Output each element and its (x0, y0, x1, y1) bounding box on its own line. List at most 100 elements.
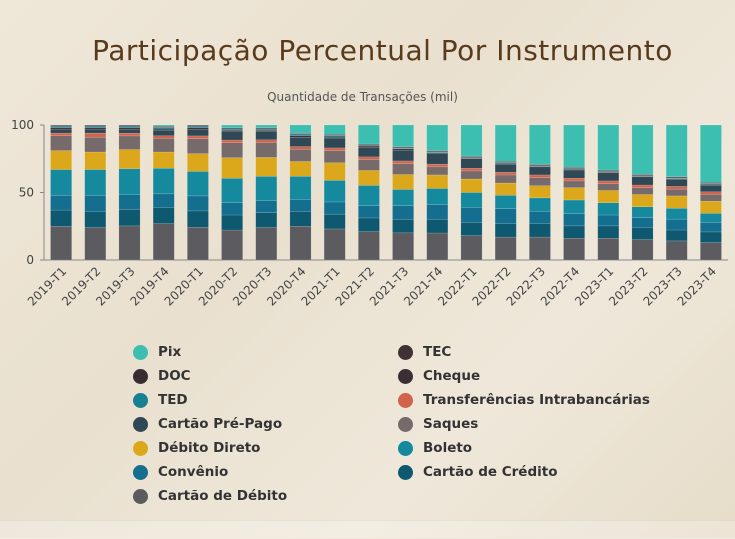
bar-segment (118, 124, 141, 126)
bar-segment (289, 134, 312, 136)
bar-segment (631, 194, 654, 208)
bar-segment (426, 163, 449, 168)
bar-segment (392, 160, 414, 164)
bar-segment (50, 124, 72, 126)
bar-segment (289, 199, 312, 212)
bar-segment (118, 128, 141, 134)
bar-segment (358, 156, 380, 160)
bar-segment (289, 146, 312, 150)
bar-segment (597, 214, 620, 227)
bar-segment (50, 194, 72, 211)
bar-segment (50, 126, 72, 128)
bar-segment (494, 174, 517, 184)
bar-segment (323, 228, 346, 261)
bar-segment (597, 172, 620, 182)
bar-segment (84, 136, 107, 153)
bar-segment (563, 237, 585, 261)
bar-segment (255, 142, 278, 158)
bar-segment (255, 124, 278, 128)
bar-segment (84, 128, 107, 134)
bar-segment (84, 169, 107, 196)
bar-segment (289, 176, 312, 200)
bar-segment (392, 205, 414, 220)
bar-segment (221, 142, 243, 158)
bar-segment (631, 184, 654, 188)
bar-segment (118, 127, 141, 130)
bar-segment (358, 231, 380, 261)
bar-segment (221, 124, 243, 128)
y-tick-label: 0 (26, 253, 34, 267)
bar-segment (426, 124, 449, 151)
bar-segment (289, 135, 312, 138)
bar-segment (187, 171, 209, 197)
bar-segment (118, 135, 141, 150)
bar-segment (289, 136, 312, 147)
bar-segment (563, 180, 585, 188)
bar-segment (426, 204, 449, 220)
bar-segment (460, 167, 483, 172)
bar-segment (426, 174, 449, 189)
bar-segment (700, 184, 722, 193)
bar-segment (631, 206, 654, 218)
bar-segment (187, 124, 209, 126)
bar-segment (50, 209, 72, 227)
bar-segment (426, 153, 449, 165)
bar-segment (597, 190, 620, 203)
bar-segment (255, 128, 278, 130)
bar-segment (597, 124, 620, 171)
chart-title: Participação Percentual Por Instrumento (92, 34, 673, 67)
bar-segment (152, 193, 175, 208)
bar-segment (665, 186, 688, 190)
bar-segment (289, 226, 312, 261)
bar-segment (221, 139, 243, 143)
bar-segment (118, 126, 141, 128)
bar-segment (392, 147, 414, 149)
bar-segment (323, 147, 346, 151)
bar-segment (255, 139, 278, 143)
bar-segment (118, 149, 141, 169)
bar-segment (494, 208, 517, 224)
bar-segment (460, 157, 483, 159)
bar-segment (152, 207, 175, 224)
bar-segment (50, 169, 72, 196)
bar-segment (494, 161, 517, 164)
bar-segment (597, 171, 620, 173)
bar-segment (460, 178, 483, 193)
bar-segment (494, 194, 517, 209)
bar-segment (597, 183, 620, 191)
bar-segment (187, 127, 209, 130)
bar-segment (665, 195, 688, 209)
bar-segment (631, 227, 654, 240)
bar-segment (187, 128, 209, 137)
bar-segment (700, 222, 722, 233)
bar-segment (358, 159, 380, 171)
bar-segment (358, 205, 380, 219)
bar-segment (358, 145, 380, 148)
bar-segment (597, 225, 620, 239)
y-tick-label: 50 (19, 186, 34, 200)
bar-segment (289, 124, 312, 134)
bar-segment (665, 124, 688, 178)
bar-segment (460, 170, 483, 180)
bar-segment (494, 163, 517, 173)
bar-segment (50, 226, 72, 261)
bar-segment (187, 126, 209, 128)
bar-segment (494, 182, 517, 196)
bar-segment (187, 210, 209, 228)
bar-segment (221, 131, 243, 141)
bar-segment (529, 211, 551, 224)
bar-segment (255, 157, 278, 177)
bar-segment (631, 124, 654, 175)
bar-segment (255, 200, 278, 213)
bar-segment (529, 236, 551, 261)
bar-segment (631, 175, 654, 178)
bar-segment (152, 135, 175, 139)
bar-segment (460, 221, 483, 236)
bar-segment (152, 124, 175, 127)
bar-segment (358, 145, 380, 147)
bar-segment (700, 191, 722, 195)
bar-segment (118, 168, 141, 195)
bar-segment (187, 135, 209, 139)
bar-segment (152, 167, 175, 195)
bar-segment (255, 227, 278, 261)
